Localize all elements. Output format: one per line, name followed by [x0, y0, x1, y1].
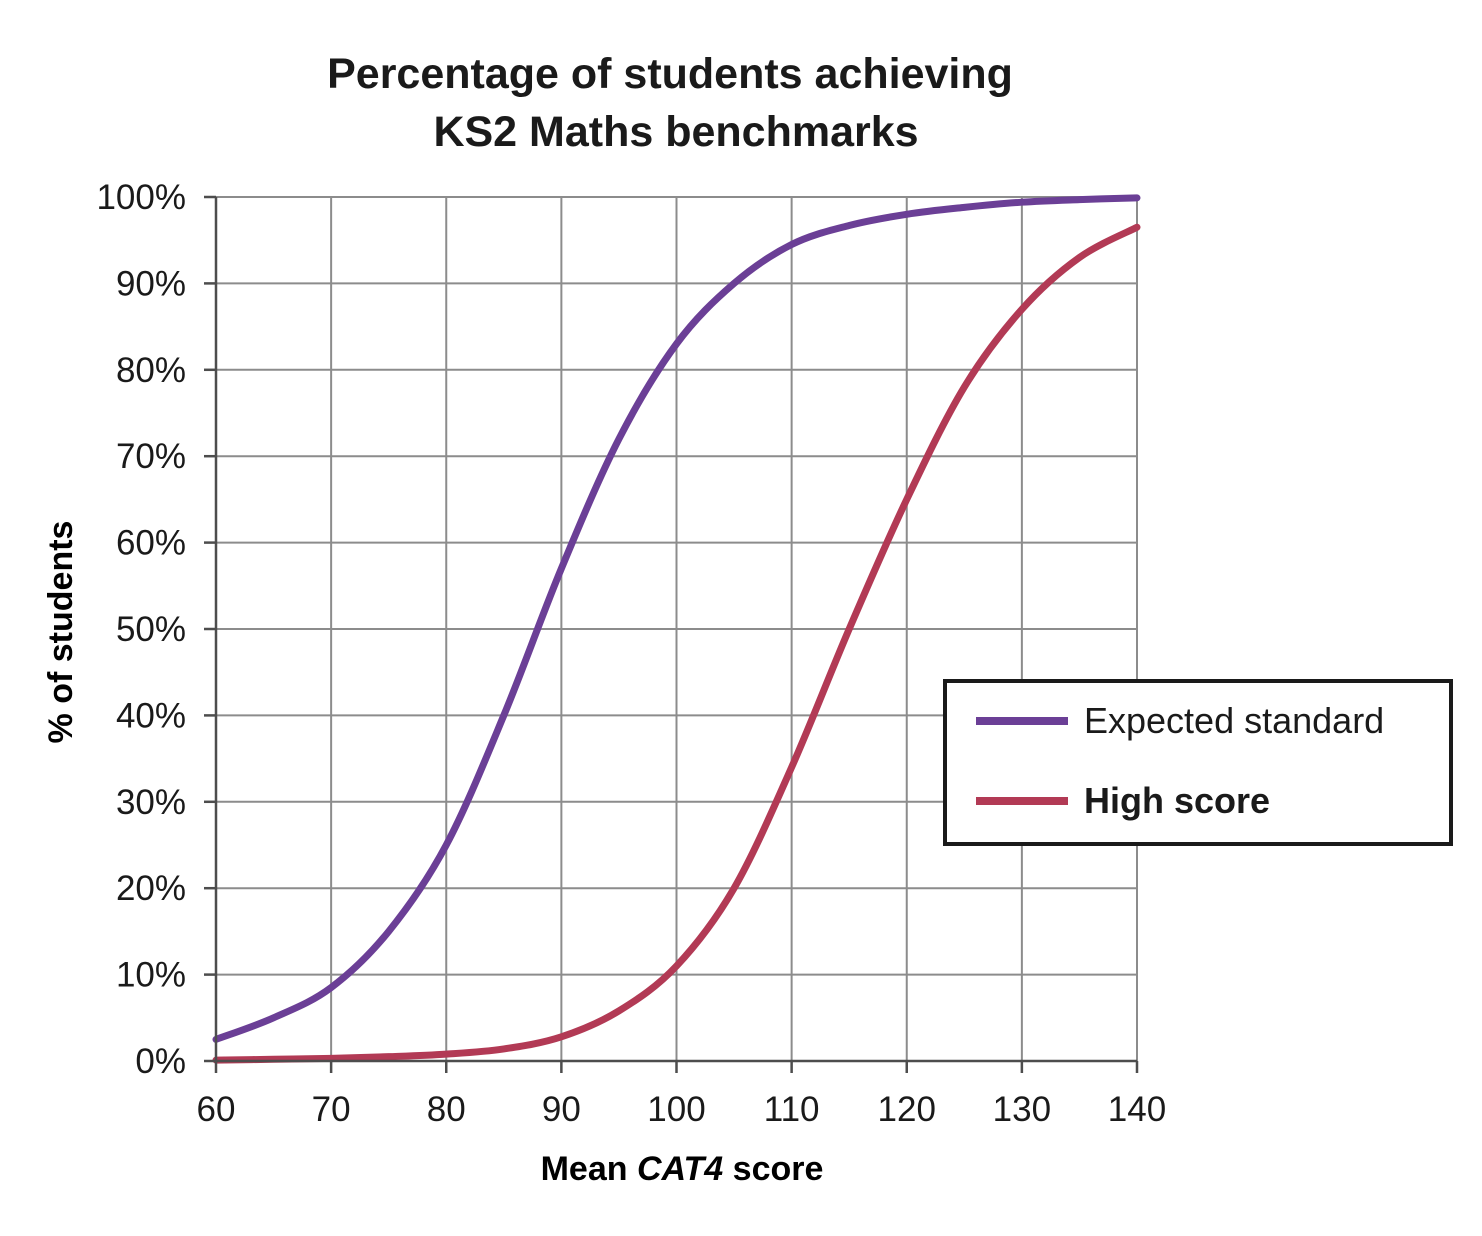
- x-tick-label: 130: [993, 1090, 1051, 1129]
- x-tick-label: 60: [197, 1090, 236, 1129]
- chart-title-line-2: KS2 Maths benchmarks: [433, 108, 918, 156]
- series-line-expected-standard: [212, 194, 1141, 1043]
- legend-label-expected-standard: Expected standard: [1084, 700, 1384, 741]
- x-axis-label: Mean CAT4 score: [541, 1150, 824, 1188]
- x-tick-label: 110: [764, 1090, 820, 1129]
- y-tick-label: 60%: [116, 524, 186, 563]
- x-axis-label-suffix: score: [723, 1150, 823, 1188]
- y-axis-label: % of students: [42, 521, 80, 744]
- legend: Expected standard High score: [943, 679, 1453, 846]
- legend-box: [943, 679, 1453, 846]
- series-line-high-score: [212, 223, 1141, 1064]
- y-tick-label: 100%: [96, 178, 186, 217]
- chart-title: Percentage of students achieving KS2 Mat…: [327, 50, 1013, 156]
- y-tick-label: 20%: [116, 869, 186, 908]
- x-tick-label: 140: [1108, 1090, 1166, 1129]
- y-tick-label: 50%: [116, 610, 186, 649]
- x-axis-label-prefix: Mean: [541, 1150, 637, 1188]
- y-tick-label: 10%: [116, 956, 186, 995]
- legend-label-high-score: High score: [1084, 780, 1270, 821]
- x-tick-label: 70: [312, 1090, 351, 1129]
- x-axis-label-italic: CAT4: [637, 1150, 723, 1188]
- y-tick-label: 0%: [135, 1042, 186, 1081]
- x-tick-label: 120: [878, 1090, 936, 1129]
- x-tick-labels: 60 70 80 90 100 110 120 130 140: [197, 1090, 1167, 1129]
- x-tick-label: 90: [542, 1090, 581, 1129]
- chart-title-line-1: Percentage of students achieving: [327, 50, 1013, 98]
- series-lines: [212, 194, 1141, 1064]
- gridlines: [216, 196, 1138, 1061]
- y-tick-label: 40%: [116, 696, 186, 735]
- axes: [204, 195, 1139, 1073]
- y-tick-label: 70%: [116, 437, 186, 476]
- y-tick-label: 80%: [116, 351, 186, 390]
- y-tick-labels: 0% 10% 20% 30% 40% 50% 60% 70% 80% 90% 100%: [96, 178, 186, 1081]
- y-tick-label: 90%: [116, 264, 186, 303]
- x-tick-label: 80: [427, 1090, 466, 1129]
- y-tick-label: 30%: [116, 783, 186, 822]
- x-tick-label: 100: [647, 1090, 705, 1129]
